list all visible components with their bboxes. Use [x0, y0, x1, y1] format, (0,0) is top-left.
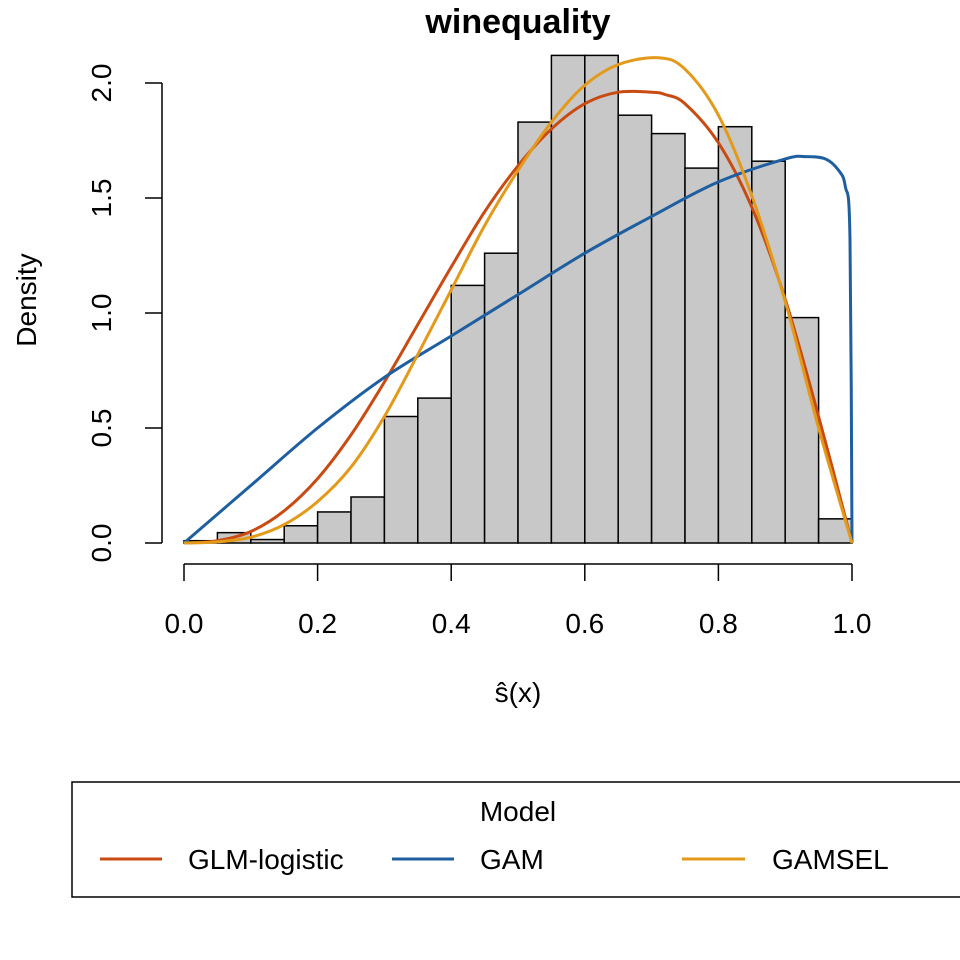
histogram-bar [517, 121, 553, 544]
x-tick-label: 0.2 [298, 608, 337, 639]
histogram-bar [383, 415, 419, 544]
y-tick-label: 0.5 [86, 409, 117, 448]
x-tick-label: 0.4 [432, 608, 471, 639]
histogram-bar [350, 496, 386, 544]
legend-title: Model [480, 796, 556, 827]
series-line-gam [183, 154, 854, 545]
legend-box [71, 781, 960, 898]
legend-label-gamsel: GAMSEL [772, 844, 889, 875]
x-tick-label: 1.0 [833, 608, 872, 639]
x-axis: 0.0 0.2 0.4 0.6 0.8 1.0 [165, 563, 872, 639]
histogram-bar [550, 54, 586, 544]
series-line-gamsel [183, 56, 854, 545]
legend: Model GLM-logistic GAM GAMSEL [71, 781, 960, 898]
histogram-bar [450, 284, 486, 544]
legend-items: GLM-logistic GAM GAMSEL [100, 844, 889, 875]
histogram-bar [617, 114, 653, 544]
x-axis-label: ŝ(x) [495, 677, 542, 708]
histogram-bar [417, 397, 452, 544]
histogram-bar [316, 511, 352, 544]
histogram-bar [283, 525, 319, 544]
histogram-bar [650, 132, 686, 544]
x-tick-label: 0.6 [565, 608, 604, 639]
y-tick-label: 1.0 [86, 294, 117, 333]
histogram-bar [717, 125, 753, 544]
histogram-bars [183, 54, 853, 544]
series-line-glm-logistic [183, 89, 854, 545]
y-tick-label: 1.5 [86, 179, 117, 218]
histogram-bar [751, 160, 786, 544]
density-curves [183, 56, 854, 545]
histogram-bar [684, 167, 720, 544]
x-tick-label: 0.8 [699, 608, 738, 639]
y-axis: 0.0 0.5 1.0 1.5 2.0 [86, 64, 163, 563]
histogram-bar [584, 54, 619, 544]
y-axis-label: Density [11, 253, 42, 346]
y-tick-label: 2.0 [86, 64, 117, 103]
chart-title: winequality [424, 3, 610, 41]
legend-label-gam: GAM [480, 844, 544, 875]
x-tick-label: 0.0 [165, 608, 204, 639]
legend-label-glm-logistic: GLM-logistic [188, 844, 344, 875]
histogram-bar [250, 538, 285, 544]
y-tick-label: 0.0 [86, 524, 117, 563]
